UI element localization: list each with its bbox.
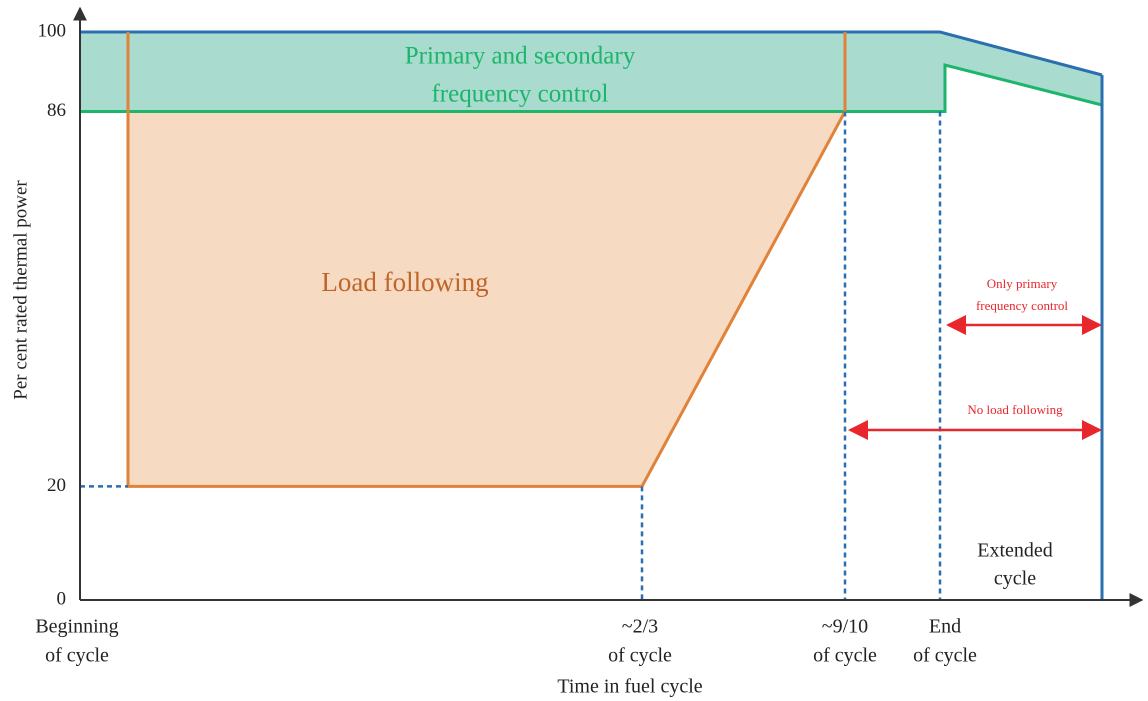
region-label: Primary and secondary bbox=[405, 43, 636, 70]
x-tick-label: Beginning bbox=[35, 616, 118, 638]
region-label: frequency control bbox=[976, 298, 1068, 313]
region-label: Extended bbox=[977, 540, 1053, 562]
boundary bbox=[80, 63, 1103, 114]
x-tick-label: of cycle bbox=[913, 645, 977, 667]
y-tick-label: 86 bbox=[47, 100, 66, 121]
y-tick-label: 100 bbox=[38, 20, 67, 41]
region-label: Only primary bbox=[987, 276, 1058, 291]
boundary bbox=[80, 30, 1103, 77]
x-axis-label: Time in fuel cycle bbox=[557, 676, 702, 698]
region-label: frequency control bbox=[431, 81, 608, 108]
x-tick-label: of cycle bbox=[813, 645, 877, 667]
x-tick-label: of cycle bbox=[45, 645, 109, 667]
y-tick-label: 20 bbox=[47, 475, 66, 496]
y-tick-label: 0 bbox=[57, 588, 67, 609]
x-tick-label: ~2/3 bbox=[622, 616, 658, 638]
region-label: Load following bbox=[321, 267, 488, 297]
x-tick-label: of cycle bbox=[608, 645, 672, 667]
shapes bbox=[80, 30, 1104, 600]
x-tick-label: ~9/10 bbox=[822, 616, 868, 638]
x-tick-label: End bbox=[929, 616, 961, 638]
region-label: cycle bbox=[994, 568, 1036, 590]
y-axis-label: Per cent rated thermal power bbox=[10, 180, 31, 400]
region-label: No load following bbox=[967, 402, 1063, 417]
load-following-area bbox=[128, 111, 845, 487]
